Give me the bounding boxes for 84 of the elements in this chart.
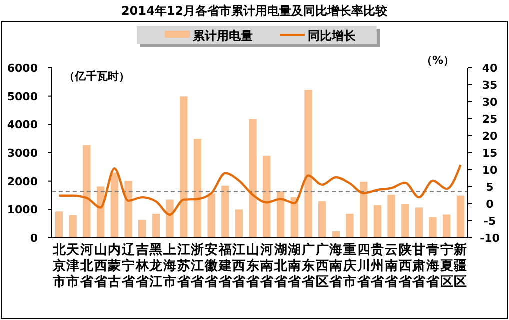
bar	[276, 192, 285, 238]
bar	[194, 139, 202, 238]
bar	[83, 145, 91, 238]
bar	[402, 204, 410, 238]
x-tick-label: 宁夏区	[439, 242, 454, 290]
y2-tick-label: 0	[486, 198, 494, 211]
x-tick-label: 青海省	[426, 243, 441, 290]
bar	[443, 214, 451, 238]
bar	[388, 194, 396, 238]
bar	[374, 205, 382, 238]
x-tick-label: 湖南省	[287, 243, 302, 290]
x-tick-label: 江苏省	[176, 243, 192, 290]
bar	[55, 212, 64, 238]
x-tick-label: 山西省	[93, 243, 108, 290]
y-tick-label: 1000	[7, 204, 38, 217]
y-tick-label: 0	[30, 232, 38, 245]
y-axis-title: （亿千瓦时）	[64, 70, 130, 83]
chart-title: 2014年12月各省市累计用电量及同比增长率比较	[121, 4, 389, 18]
bar	[208, 194, 216, 238]
bar	[360, 182, 368, 238]
x-tick-label: 吉林省	[134, 243, 150, 290]
bar	[249, 119, 257, 238]
legend-label: 累计用电量	[192, 29, 253, 43]
x-tick-label: 广东省	[300, 242, 316, 290]
x-tick-label: 广西区	[314, 242, 329, 290]
y2-axis-title: （%）	[421, 54, 455, 67]
x-tick-label: 贵州省	[370, 242, 386, 290]
x-tick-label: 浙江省	[190, 243, 206, 290]
x-tick-label: 福建省	[218, 242, 233, 290]
x-tick-label: 湖北省	[273, 243, 288, 290]
bar	[456, 196, 465, 238]
y-tick-label: 2000	[7, 175, 38, 188]
bar	[180, 96, 188, 238]
x-tick-label: 山东省	[246, 243, 261, 290]
bar	[110, 172, 118, 238]
x-tick-label: 新疆区	[453, 242, 468, 290]
x-tick-label: 河北省	[79, 243, 94, 290]
bar	[138, 220, 146, 238]
y2-tick-label: 35	[482, 79, 498, 92]
y2-tick-label: 25	[482, 113, 498, 126]
y-tick-label: 3000	[7, 147, 38, 160]
x-tick-label: 安徽省	[204, 242, 220, 290]
bar	[69, 215, 77, 238]
bar	[222, 186, 230, 238]
x-tick-label: 四川省	[356, 243, 372, 290]
bar	[415, 208, 424, 238]
legend-label: 同比增长	[308, 29, 357, 43]
bar	[429, 217, 437, 238]
bar	[96, 186, 105, 238]
y2-tick-label: -5	[484, 215, 496, 228]
bar	[332, 231, 340, 238]
bar	[152, 214, 160, 238]
x-tick-label: 陕西省	[398, 243, 413, 290]
bar	[290, 197, 298, 238]
y2-tick-label: 40	[482, 62, 498, 75]
y2-tick-label: 15	[482, 147, 498, 160]
bar	[318, 201, 326, 238]
y-tick-label: 4000	[7, 118, 38, 132]
x-tick-label: 内蒙古	[107, 243, 122, 290]
x-tick-label: 河南省	[259, 243, 274, 290]
bar	[166, 200, 174, 238]
y-tick-label: 6000	[7, 62, 38, 75]
y2-tick-label: 10	[482, 164, 498, 177]
x-tick-label: 天津市	[66, 243, 81, 290]
x-tick-label: 重庆市	[342, 242, 356, 290]
x-tick-label: 黑龙江	[148, 243, 164, 290]
y2-tick-label: 20	[482, 130, 498, 143]
line-series	[58, 164, 462, 216]
x-tick-label: 海南省	[328, 243, 344, 290]
x-tick-label: 北京市	[52, 243, 67, 290]
bar	[346, 214, 354, 238]
bar	[235, 210, 244, 238]
y-tick-label: 5000	[7, 90, 38, 104]
x-tick-label: 江西省	[232, 243, 247, 290]
x-tick-label: 云南省	[384, 243, 400, 290]
x-tick-label: 辽宁省	[120, 243, 136, 290]
bar	[263, 156, 271, 238]
bar	[304, 90, 312, 238]
y2-tick-label: 5	[486, 181, 494, 194]
x-tick-label: 甘肃省	[412, 243, 427, 290]
bar	[124, 181, 132, 238]
y2-tick-label: -10	[480, 232, 500, 245]
x-tick-label: 上海市	[162, 243, 177, 290]
y2-tick-label: 30	[482, 96, 498, 109]
